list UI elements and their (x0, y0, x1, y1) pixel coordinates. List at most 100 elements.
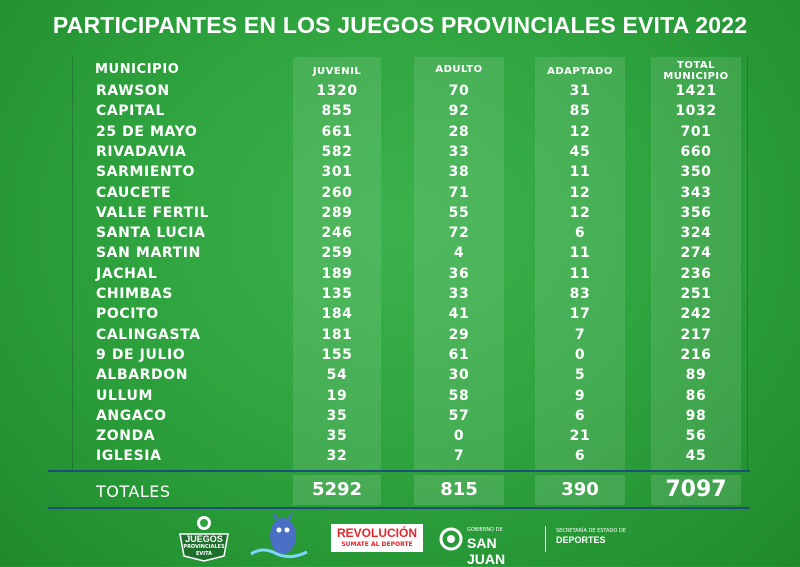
cell-adulto: 7 (453, 448, 465, 465)
cell-adaptado: 11 (569, 265, 591, 282)
total-column-band (651, 57, 741, 470)
cell-municipio: SAN MARTIN (96, 245, 201, 262)
cell-juvenil: 855 (321, 103, 353, 120)
right-divider (747, 57, 748, 470)
cell-juvenil: 54 (326, 367, 348, 384)
cell-adulto: 72 (448, 225, 470, 242)
juegos-evita-emblem-icon (179, 516, 229, 562)
cell-total: 356 (680, 204, 712, 221)
juvenil-column-band (293, 57, 381, 470)
cell-total: 216 (680, 346, 712, 363)
cell-adulto: 33 (448, 143, 470, 160)
footer-logos: JUEGOS PROVINCIALES EVITA REVOLUCIÓN SUM… (0, 510, 800, 567)
cell-juvenil: 260 (321, 184, 353, 201)
cell-juvenil: 1320 (316, 83, 358, 99)
cell-municipio: ZONDA (96, 428, 156, 445)
cell-total: 1421 (675, 83, 717, 99)
cell-adulto: 38 (448, 164, 470, 181)
header-adulto: ADULTO (435, 64, 483, 75)
totals-adaptado-band (535, 475, 625, 505)
cell-adulto: 57 (448, 407, 470, 424)
cell-juvenil: 155 (321, 346, 353, 363)
revolucion-title: REVOLUCIÓN (336, 526, 417, 540)
cell-adaptado: 83 (569, 286, 591, 302)
cell-juvenil: 259 (321, 245, 353, 262)
san-juan-small-label: GOBIERNO DE (467, 527, 503, 533)
cell-adulto: 4 (453, 245, 465, 262)
san-juan-main-label: SAN JUAN (467, 535, 506, 567)
san-juan-sun-icon (439, 527, 463, 551)
cell-adulto: 61 (448, 346, 470, 363)
cell-adulto: 41 (448, 306, 470, 323)
revolucion-subtitle: SUMATE AL DEPORTE (341, 541, 413, 548)
cell-adaptado: 17 (569, 306, 591, 323)
cell-total: 324 (680, 225, 712, 242)
revolucion-logo: REVOLUCIÓN SUMATE AL DEPORTE (331, 524, 423, 552)
cell-municipio: VALLE FERTIL (96, 204, 210, 221)
cell-adaptado: 12 (569, 204, 591, 221)
cell-adulto: 33 (448, 286, 470, 302)
cell-total: 251 (680, 286, 712, 302)
cell-juvenil: 301 (321, 164, 353, 181)
cell-juvenil: 289 (321, 204, 353, 221)
totals-adulto: 815 (440, 479, 478, 500)
cell-adaptado: 45 (569, 143, 591, 160)
cell-total: 89 (685, 367, 707, 384)
cell-adulto: 92 (448, 103, 470, 120)
cell-municipio: 25 DE MAYO (96, 123, 198, 140)
header-municipio: MUNICIPIO (95, 62, 180, 77)
cell-juvenil: 184 (321, 306, 353, 323)
cell-municipio: POCITO (96, 306, 159, 323)
cell-juvenil: 19 (326, 387, 348, 404)
cell-total: 217 (680, 326, 712, 343)
totals-grand-total: 7097 (665, 477, 727, 502)
juegos-evita-line3: EVITA (195, 551, 213, 557)
cell-adulto: 29 (448, 326, 470, 343)
cell-juvenil: 246 (321, 225, 353, 242)
cell-adaptado: 21 (569, 428, 591, 445)
left-divider (72, 57, 73, 470)
cell-juvenil: 181 (321, 326, 353, 343)
adaptado-column-band (535, 57, 625, 470)
cell-total: 1032 (675, 103, 717, 120)
cell-total: 660 (680, 143, 712, 160)
cell-total: 242 (680, 306, 712, 323)
adulto-column-band (414, 57, 504, 470)
cell-adaptado: 11 (569, 164, 591, 181)
cell-municipio: RIVADAVIA (96, 143, 187, 160)
cell-adaptado: 11 (569, 245, 591, 262)
cell-municipio: CALINGASTA (96, 326, 201, 343)
secretaria-deportes-logo: SECRETARÍA DE ESTADO DE DEPORTES (556, 528, 676, 552)
cell-adulto: 30 (448, 367, 470, 384)
cell-adulto: 0 (453, 428, 465, 445)
cell-municipio: CAPITAL (96, 103, 165, 120)
cell-juvenil: 35 (326, 407, 348, 424)
cell-juvenil: 35 (326, 428, 348, 445)
cell-adaptado: 31 (569, 83, 591, 99)
cell-total: 701 (680, 123, 712, 140)
header-total-line2: MUNICIPIO (663, 71, 729, 82)
totals-juvenil-band (293, 475, 381, 505)
header-total-municipio: TOTAL MUNICIPIO (651, 60, 741, 82)
cell-total: 86 (685, 387, 707, 404)
totals-adulto-band (414, 475, 504, 505)
cell-municipio: SARMIENTO (96, 164, 195, 181)
mascot-logo (243, 512, 313, 562)
cell-juvenil: 661 (321, 123, 353, 140)
cell-total: 343 (680, 184, 712, 201)
cell-adulto: 28 (448, 123, 470, 140)
cell-adaptado: 85 (569, 103, 591, 120)
cell-juvenil: 32 (326, 448, 348, 465)
totals-label: TOTALES (96, 482, 171, 501)
cell-municipio: SANTA LUCIA (96, 225, 206, 242)
cell-adulto: 70 (448, 83, 470, 99)
page-title: PARTICIPANTES EN LOS JUEGOS PROVINCIALES… (52, 12, 748, 38)
cell-adulto: 55 (448, 204, 470, 221)
totals-bottom-rule (48, 507, 750, 509)
cell-municipio: CAUCETE (96, 184, 172, 201)
secretaria-line1: SECRETARÍA DE ESTADO DE (556, 528, 626, 534)
footer-divider (545, 526, 546, 552)
totals-adaptado: 390 (561, 479, 599, 500)
cell-municipio: CHIMBAS (96, 286, 173, 302)
totals-top-rule (48, 470, 750, 472)
